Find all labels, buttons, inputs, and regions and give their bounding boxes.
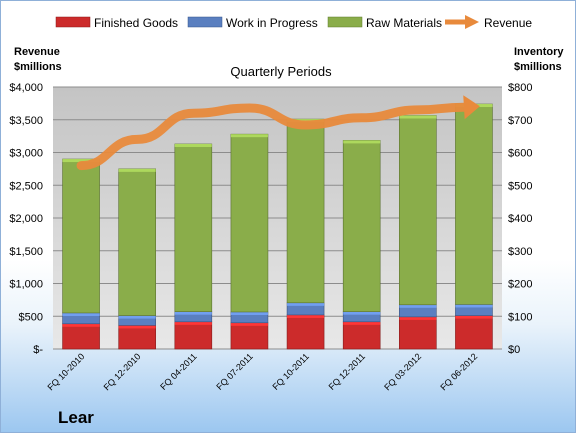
bar-stack-fq-06-2012 bbox=[455, 103, 493, 350]
company-name: Lear bbox=[58, 408, 94, 427]
y-left-tick-label: $2,500 bbox=[9, 180, 43, 192]
legend: Finished Goods Work in Progress Raw Mate… bbox=[55, 15, 532, 30]
legend-label-raw-materials: Raw Materials bbox=[366, 16, 442, 30]
y-left-tick-label: $- bbox=[33, 344, 43, 356]
bar-cap-finished-goods bbox=[399, 316, 437, 320]
bar-cap-work-in-progress bbox=[118, 315, 156, 319]
y-right-tick-label: $0 bbox=[508, 344, 520, 356]
y-right-tick-label: $700 bbox=[508, 115, 532, 127]
legend-swatch-finished-goods bbox=[55, 16, 91, 28]
revenue-series bbox=[76, 95, 480, 171]
y-left-tick-label: $1,000 bbox=[9, 279, 43, 291]
y-left-tick-label: $1,500 bbox=[9, 246, 43, 258]
bar-stack-fq-12-2010 bbox=[118, 168, 156, 350]
y-left-ticks: $- $500 $1,000 $1,500 $2,000 $2,500 $3,000 $3,5… bbox=[9, 82, 43, 356]
bar-raw-materials bbox=[455, 103, 493, 305]
bar-raw-materials bbox=[342, 140, 381, 312]
bar-raw-materials bbox=[286, 118, 325, 304]
bar-stack-fq-12-2011 bbox=[342, 140, 381, 350]
legend-label-finished-goods: Finished Goods bbox=[94, 16, 178, 30]
legend-revenue-arrow bbox=[445, 15, 479, 29]
y-right-title-line2: $millions bbox=[514, 61, 562, 73]
bar-series bbox=[62, 103, 493, 350]
bar-raw-materials bbox=[399, 115, 437, 306]
revenue-arrowhead bbox=[463, 95, 480, 120]
bar-finished-goods bbox=[286, 314, 325, 350]
bar-cap-raw-materials bbox=[62, 159, 100, 163]
x-tick-label: FQ 10-2010 bbox=[45, 351, 86, 392]
bar-finished-goods bbox=[455, 315, 493, 350]
bar-finished-goods bbox=[174, 321, 213, 350]
bar-cap-raw-materials bbox=[230, 134, 268, 138]
bar-cap-finished-goods bbox=[174, 321, 212, 325]
bar-finished-goods bbox=[230, 322, 269, 350]
y-right-tick-label: $800 bbox=[508, 82, 532, 94]
y-right-tick-label: $100 bbox=[508, 311, 532, 323]
legend-label-work-in-progress: Work in Progress bbox=[226, 16, 318, 30]
x-tick-label: FQ 12-2010 bbox=[102, 351, 143, 392]
bar-stack-fq-07-2011 bbox=[230, 133, 269, 350]
bar-finished-goods bbox=[118, 325, 156, 350]
x-tick-label: FQ 12-2011 bbox=[327, 351, 368, 392]
bar-cap-finished-goods bbox=[343, 321, 381, 325]
bar-cap-raw-materials bbox=[399, 115, 437, 119]
y-left-tick-label: $4,000 bbox=[9, 82, 43, 94]
y-right-tick-label: $400 bbox=[508, 213, 532, 225]
bar-cap-work-in-progress bbox=[343, 311, 381, 315]
y-right-tick-label: $500 bbox=[508, 180, 532, 192]
x-tick-label: FQ 06-2012 bbox=[438, 351, 479, 392]
y-left-title-line2: $millions bbox=[14, 61, 62, 73]
bar-cap-work-in-progress bbox=[287, 302, 325, 306]
x-tick-label: FQ 03-2012 bbox=[382, 351, 423, 392]
bar-cap-finished-goods bbox=[287, 314, 325, 318]
y-left-tick-label: $3,000 bbox=[9, 148, 43, 160]
bar-raw-materials bbox=[62, 158, 100, 314]
chart-subtitle: Quarterly Periods bbox=[230, 64, 332, 79]
bar-stack-fq-10-2011 bbox=[286, 118, 325, 350]
bar-cap-finished-goods bbox=[118, 325, 156, 329]
y-right-ticks: $0 $100 $200 $300 $400 $500 $600 $700 $800 bbox=[508, 82, 532, 356]
bar-cap-work-in-progress bbox=[174, 311, 212, 315]
bar-cap-finished-goods bbox=[455, 315, 493, 319]
y-left-tick-label: $3,500 bbox=[9, 115, 43, 127]
bar-cap-work-in-progress bbox=[399, 304, 437, 308]
y-left-title-line1: Revenue bbox=[14, 46, 60, 58]
bar-cap-work-in-progress bbox=[455, 304, 493, 308]
y-right-title-line1: Inventory bbox=[514, 46, 564, 58]
x-tick-label: FQ 10-2011 bbox=[270, 351, 311, 392]
bar-finished-goods bbox=[342, 321, 381, 350]
bar-stack-fq-03-2012 bbox=[399, 115, 437, 350]
bar-cap-work-in-progress bbox=[62, 312, 100, 316]
bar-cap-raw-materials bbox=[118, 168, 156, 172]
y-right-tick-label: $600 bbox=[508, 148, 532, 160]
bar-cap-finished-goods bbox=[230, 322, 268, 326]
y-left-tick-label: $2,000 bbox=[9, 213, 43, 225]
bar-finished-goods bbox=[399, 316, 437, 350]
bar-stack-fq-04-2011 bbox=[174, 143, 213, 350]
bar-raw-materials bbox=[118, 168, 156, 316]
y-left-tick-label: $500 bbox=[19, 311, 43, 323]
x-tick-label: FQ 04-2011 bbox=[158, 351, 199, 392]
bar-raw-materials bbox=[174, 143, 213, 312]
bar-cap-finished-goods bbox=[62, 323, 100, 327]
x-ticks: FQ 10-2010 FQ 12-2010 FQ 04-2011 FQ 07-2011… bbox=[45, 351, 479, 392]
legend-swatch-work-in-progress bbox=[187, 16, 223, 28]
bar-stack-fq-10-2010 bbox=[62, 158, 100, 350]
bar-raw-materials bbox=[230, 133, 269, 313]
legend-swatch-raw-materials bbox=[327, 16, 363, 28]
bar-cap-raw-materials bbox=[174, 143, 212, 147]
x-tick-label: FQ 07-2011 bbox=[214, 351, 255, 392]
bar-finished-goods bbox=[62, 323, 100, 350]
y-right-tick-label: $200 bbox=[508, 279, 532, 291]
bar-cap-raw-materials bbox=[343, 140, 381, 144]
legend-label-revenue: Revenue bbox=[484, 16, 532, 30]
bar-cap-work-in-progress bbox=[230, 311, 268, 315]
y-right-tick-label: $300 bbox=[508, 246, 532, 258]
